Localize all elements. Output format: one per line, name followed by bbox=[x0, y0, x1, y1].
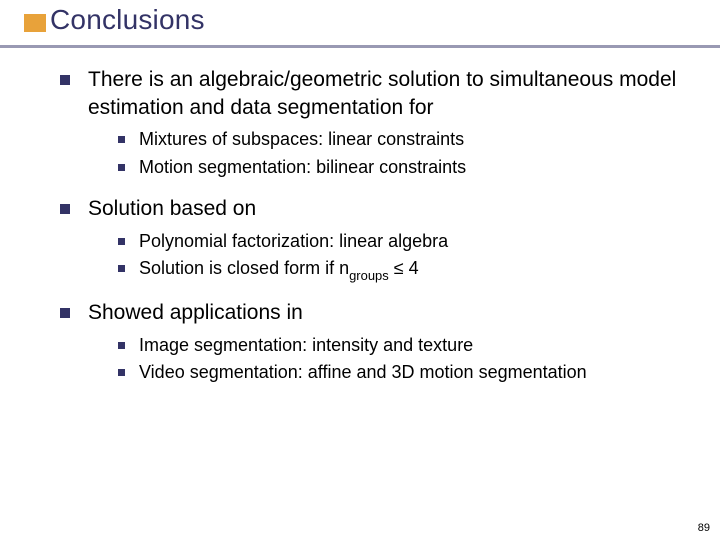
list-item: Polynomial factorization: linear algebra bbox=[118, 229, 680, 253]
slide-title: Conclusions bbox=[50, 4, 720, 36]
list-item: Motion segmentation: bilinear constraint… bbox=[118, 155, 680, 179]
list-item: Solution based on bbox=[60, 195, 680, 223]
list-item-text: Solution is closed form if ngroups ≤ 4 bbox=[139, 256, 419, 283]
list-item-text: Motion segmentation: bilinear constraint… bbox=[139, 155, 466, 179]
list-item-text: Solution based on bbox=[88, 195, 256, 223]
list-item-text: Polynomial factorization: linear algebra bbox=[139, 229, 448, 253]
square-bullet-icon bbox=[118, 265, 125, 272]
list-item-text: Mixtures of subspaces: linear constraint… bbox=[139, 127, 464, 151]
list-item-text: Video segmentation: affine and 3D motion… bbox=[139, 360, 587, 384]
list-item-text: There is an algebraic/geometric solution… bbox=[88, 66, 680, 121]
square-bullet-icon bbox=[118, 238, 125, 245]
list-item: Image segmentation: intensity and textur… bbox=[118, 333, 680, 357]
square-bullet-icon bbox=[118, 136, 125, 143]
sublist: Mixtures of subspaces: linear constraint… bbox=[118, 127, 680, 179]
content-area: There is an algebraic/geometric solution… bbox=[0, 48, 720, 384]
list-item-text: Showed applications in bbox=[88, 299, 303, 327]
square-bullet-icon bbox=[60, 75, 70, 85]
title-underline bbox=[0, 45, 720, 48]
square-bullet-icon bbox=[118, 369, 125, 376]
list-item: Solution is closed form if ngroups ≤ 4 bbox=[118, 256, 680, 283]
square-bullet-icon bbox=[60, 204, 70, 214]
list-item-text: Image segmentation: intensity and textur… bbox=[139, 333, 473, 357]
list-item: There is an algebraic/geometric solution… bbox=[60, 66, 680, 121]
page-number: 89 bbox=[698, 522, 710, 534]
list-item: Mixtures of subspaces: linear constraint… bbox=[118, 127, 680, 151]
square-bullet-icon bbox=[60, 308, 70, 318]
sublist: Polynomial factorization: linear algebra… bbox=[118, 229, 680, 283]
title-bar: Conclusions bbox=[50, 0, 720, 48]
square-bullet-icon bbox=[118, 164, 125, 171]
square-bullet-icon bbox=[118, 342, 125, 349]
list-item: Video segmentation: affine and 3D motion… bbox=[118, 360, 680, 384]
list-item: Showed applications in bbox=[60, 299, 680, 327]
title-accent-box bbox=[24, 14, 46, 32]
sublist: Image segmentation: intensity and textur… bbox=[118, 333, 680, 385]
